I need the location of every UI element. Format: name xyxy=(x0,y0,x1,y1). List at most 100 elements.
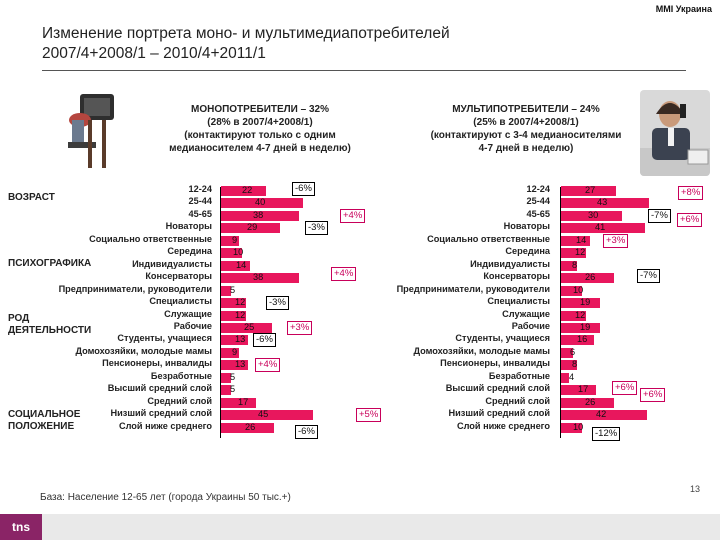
multi-bar-value-label: 41 xyxy=(595,222,606,232)
multi-heading-line: (контактируют с 3-4 медианосителями xyxy=(430,130,622,141)
mono-change-label: -6% xyxy=(253,333,276,347)
multi-category-label: Низший средний слой xyxy=(448,408,550,418)
multi-category-label: Высший средний слой xyxy=(445,383,550,393)
multi-bar xyxy=(561,223,645,233)
multi-bar-value-label: 19 xyxy=(580,322,591,332)
multi-category-label: Середина xyxy=(505,246,550,256)
multi-change-label: +3% xyxy=(603,234,629,248)
mono-bar xyxy=(221,323,272,333)
group-social-line: СОЦИАЛЬНОЕ xyxy=(8,409,81,420)
mono-bar-value-label: 17 xyxy=(238,397,249,407)
multi-change-label: +6% xyxy=(640,388,666,402)
mono-category-label: Низший средний слой xyxy=(110,408,212,418)
title-divider xyxy=(42,70,686,71)
multi-bar-value-label: 19 xyxy=(580,297,591,307)
multi-bar-value-label: 14 xyxy=(576,235,587,245)
page-number: 13 xyxy=(690,484,701,494)
page-title: Изменение портрета моно- и мультимедиапо… xyxy=(42,24,450,64)
multi-bar xyxy=(561,236,590,246)
multi-category-label: Служащие xyxy=(502,309,550,319)
mono-category-label: Рабочие xyxy=(173,321,212,331)
mono-bar-value-label: 40 xyxy=(255,197,266,207)
multi-consumer-photo xyxy=(640,90,710,176)
multi-bar xyxy=(561,423,582,433)
mono-change-label: +4% xyxy=(255,358,281,372)
mono-category-label: Пенсионеры, инвалиды xyxy=(102,358,212,368)
mono-category-label: Консерваторы xyxy=(145,271,212,281)
group-age-label: ВОЗРАСТ xyxy=(8,192,55,203)
multi-bar-value-label: 4 xyxy=(569,372,575,382)
multi-change-label: +6% xyxy=(677,213,703,227)
multi-bar xyxy=(561,410,647,420)
multi-axis-line xyxy=(560,187,561,438)
group-social-line: ПОЛОЖЕНИЕ xyxy=(8,421,75,432)
mono-change-label: +3% xyxy=(287,321,313,335)
multi-bar-value-label: 26 xyxy=(585,272,596,282)
multi-bar xyxy=(561,198,649,208)
mono-category-label: 45-65 xyxy=(188,209,213,219)
multi-bar xyxy=(561,186,616,196)
mono-bar-value-label: 29 xyxy=(247,222,258,232)
mono-category-label: Социально ответственные xyxy=(89,234,212,244)
mono-bar-value-label: 13 xyxy=(235,359,246,369)
multi-bar xyxy=(561,323,600,333)
multi-bar xyxy=(561,311,586,321)
multi-heading-line: МУЛЬТИПОТРЕБИТЕЛИ – 24% xyxy=(452,104,600,115)
multi-category-label: Пенсионеры, инвалиды xyxy=(440,358,550,368)
multi-bar xyxy=(561,348,573,358)
mono-bar xyxy=(221,261,250,271)
mono-heading-line: (28% в 2007/4+2008/1) xyxy=(207,117,313,128)
multi-category-label: Средний слой xyxy=(485,396,550,406)
multi-bar xyxy=(561,335,594,345)
mono-heading: МОНОПОТРЕБИТЕЛИ – 32% (28% в 2007/4+2008… xyxy=(140,103,380,155)
mono-bar xyxy=(221,373,231,383)
mono-category-label: Новаторы xyxy=(165,221,212,231)
mono-heading-line: (контактируют только с одним xyxy=(184,130,336,141)
multi-change-label: -12% xyxy=(592,427,621,441)
multi-category-label: 25-44 xyxy=(526,196,551,206)
multi-bar-value-label: 26 xyxy=(585,397,596,407)
multi-bar-value-label: 17 xyxy=(578,384,589,394)
multi-bar-value-label: 8 xyxy=(572,260,578,270)
mono-category-label: Середина xyxy=(167,246,212,256)
mono-bar xyxy=(221,410,313,420)
mono-bar xyxy=(221,223,280,233)
mono-bar xyxy=(221,298,246,308)
multi-category-label: Индивидуалисты xyxy=(470,259,550,269)
multi-bar-value-label: 10 xyxy=(573,422,584,432)
multi-category-label: Безработные xyxy=(488,371,550,381)
multi-category-label: Слой ниже среднего xyxy=(456,421,550,431)
group-occupation-line: РОД xyxy=(8,313,30,324)
base-footnote: База: Население 12-65 лет (города Украин… xyxy=(40,492,291,503)
mono-bar xyxy=(221,423,274,433)
mono-category-label: Средний слой xyxy=(147,396,212,406)
mono-bar-value-label: 5 xyxy=(230,372,236,382)
mono-bar-value-label: 38 xyxy=(253,210,264,220)
mono-bar-value-label: 13 xyxy=(235,334,246,344)
multi-category-label: Специалисты xyxy=(487,296,550,306)
mono-bar xyxy=(221,385,231,395)
mono-bar-value-label: 9 xyxy=(232,235,238,245)
mono-category-label: Домохозяйки, молодые мамы xyxy=(75,346,212,356)
multi-change-label: +6% xyxy=(612,381,638,395)
mono-category-label: Предприниматели, руководители xyxy=(58,284,212,294)
title-line-2: 2007/4+2008/1 – 2010/4+2011/1 xyxy=(42,45,266,62)
multi-heading-line: (25% в 2007/4+2008/1) xyxy=(473,117,579,128)
mono-axis-line xyxy=(220,187,221,438)
mono-category-label: Слой ниже среднего xyxy=(118,421,212,431)
mono-category-label: Высший средний слой xyxy=(107,383,212,393)
mono-bar xyxy=(221,335,248,345)
multi-bar xyxy=(561,398,614,408)
mono-category-label: Безработные xyxy=(150,371,212,381)
multi-change-label: +8% xyxy=(678,186,704,200)
mono-change-label: -6% xyxy=(292,182,315,196)
multi-change-label: -7% xyxy=(648,209,671,223)
mono-bar xyxy=(221,360,248,370)
mono-category-label: Индивидуалисты xyxy=(132,259,212,269)
multi-bar-value-label: 12 xyxy=(575,310,586,320)
mono-bar xyxy=(221,211,299,221)
mono-bar xyxy=(221,348,239,358)
mono-bar xyxy=(221,311,246,321)
mono-bar xyxy=(221,286,231,296)
mono-bar-value-label: 5 xyxy=(230,285,236,295)
